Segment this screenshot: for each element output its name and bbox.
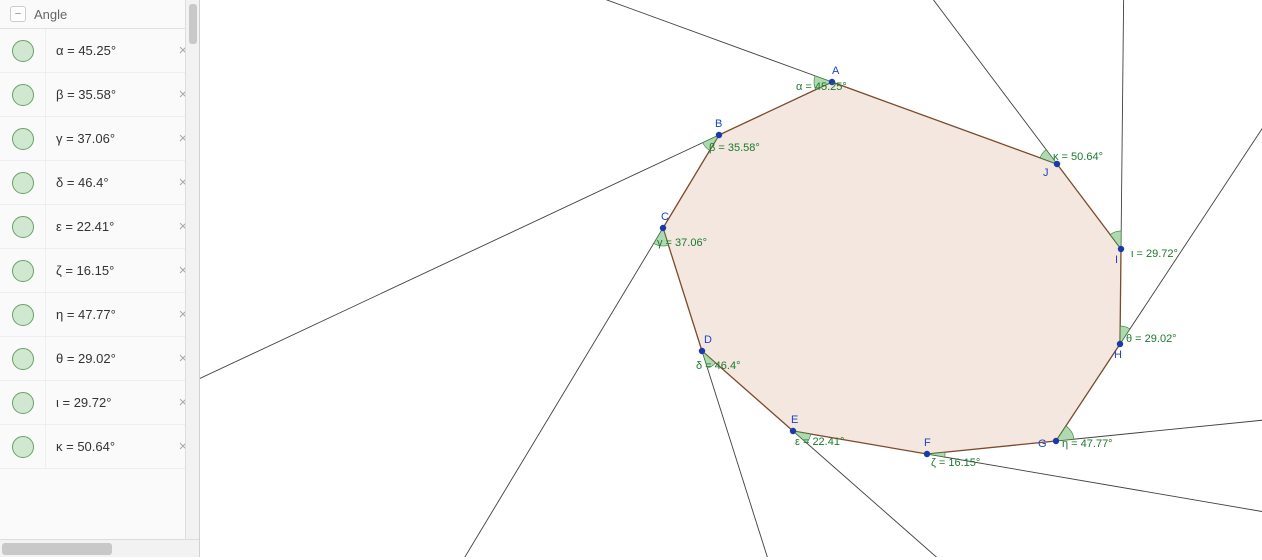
angle-value-label: γ = 37.06°: [657, 237, 707, 249]
angle-label: θ = 29.02°: [46, 351, 167, 366]
vertex-point[interactable]: [699, 348, 705, 354]
angle-row[interactable]: ι = 29.72°×: [0, 381, 199, 425]
visibility-toggle[interactable]: [0, 161, 46, 204]
collapse-icon[interactable]: −: [10, 6, 26, 22]
visibility-toggle[interactable]: [0, 381, 46, 424]
vertex-point[interactable]: [1118, 246, 1124, 252]
angle-dot-icon: [12, 216, 34, 238]
vertex-point[interactable]: [790, 428, 796, 434]
sidebar-vscroll[interactable]: [185, 0, 199, 557]
geometry-canvas[interactable]: Aα = 45.25° Bβ = 35.58° Cγ = 37.06° Dδ = 46…: [200, 0, 1262, 557]
angle-value-label: κ = 50.64°: [1053, 151, 1103, 163]
angle-row[interactable]: γ = 37.06°×: [0, 117, 199, 161]
vertex-label: E: [791, 414, 798, 426]
angle-dot-icon: [12, 172, 34, 194]
section-header-angle[interactable]: − Angle: [0, 0, 199, 29]
angle-row[interactable]: η = 47.77°×: [0, 293, 199, 337]
vertex-label: H: [1114, 349, 1122, 361]
angle-dot-icon: [12, 40, 34, 62]
visibility-toggle[interactable]: [0, 425, 46, 468]
angle-dot-icon: [12, 348, 34, 370]
exterior-ray: [927, 454, 1262, 557]
angle-row[interactable]: β = 35.58°×: [0, 73, 199, 117]
visibility-toggle[interactable]: [0, 29, 46, 72]
sidebar-hscroll-thumb[interactable]: [2, 543, 112, 555]
vertex-point[interactable]: [1053, 438, 1059, 444]
angle-label: κ = 50.64°: [46, 439, 167, 454]
angle-value-label: β = 35.58°: [709, 142, 760, 154]
diagram-svg: Aα = 45.25° Bβ = 35.58° Cγ = 37.06° Dδ = 46…: [200, 0, 1262, 557]
exterior-ray: [1121, 0, 1138, 249]
angle-value-label: ι = 29.72°: [1131, 248, 1178, 260]
exterior-ray: [200, 0, 832, 82]
vertex-label: A: [832, 65, 840, 77]
angle-label: ε = 22.41°: [46, 219, 167, 234]
angle-row[interactable]: θ = 29.02°×: [0, 337, 199, 381]
vertex-label: F: [924, 437, 931, 449]
exterior-ray: [1120, 0, 1262, 344]
section-title: Angle: [34, 7, 67, 22]
exterior-ray: [793, 431, 1262, 557]
visibility-toggle[interactable]: [0, 205, 46, 248]
app-root: − Angle α = 45.25°×β = 35.58°×γ = 37.06°…: [0, 0, 1262, 557]
sidebar-hscroll[interactable]: [0, 539, 199, 557]
angle-label: β = 35.58°: [46, 87, 167, 102]
vertex-label: C: [661, 211, 669, 223]
angle-label: γ = 37.06°: [46, 131, 167, 146]
vertex-label: J: [1043, 167, 1049, 179]
visibility-toggle[interactable]: [0, 293, 46, 336]
polygon: [663, 82, 1121, 454]
angle-value-label: θ = 29.02°: [1126, 333, 1177, 345]
angle-value-label: η = 47.77°: [1062, 438, 1113, 450]
angle-dot-icon: [12, 392, 34, 414]
vertex-point[interactable]: [1117, 341, 1123, 347]
visibility-toggle[interactable]: [0, 117, 46, 160]
vertex-point[interactable]: [924, 451, 930, 457]
angle-items: α = 45.25°×β = 35.58°×γ = 37.06°×δ = 46.…: [0, 29, 199, 539]
angle-dot-icon: [12, 260, 34, 282]
vertex-label: B: [715, 118, 722, 130]
angle-label: δ = 46.4°: [46, 175, 167, 190]
exterior-ray: [200, 135, 719, 557]
angle-row[interactable]: κ = 50.64°×: [0, 425, 199, 469]
vertex-point[interactable]: [660, 225, 666, 231]
angle-value-label: α = 45.25°: [796, 81, 847, 93]
angle-dot-icon: [12, 436, 34, 458]
visibility-toggle[interactable]: [0, 73, 46, 116]
sidebar-vscroll-thumb[interactable]: [189, 4, 197, 44]
vertex-label: G: [1038, 438, 1047, 450]
algebra-sidebar: − Angle α = 45.25°×β = 35.58°×γ = 37.06°…: [0, 0, 200, 557]
angle-dot-icon: [12, 128, 34, 150]
vertex-label: D: [704, 334, 712, 346]
vertex-label: I: [1115, 254, 1118, 266]
exterior-ray: [200, 228, 663, 557]
angle-label: ζ = 16.15°: [46, 263, 167, 278]
angle-value-label: ζ = 16.15°: [931, 457, 980, 469]
angle-row[interactable]: ζ = 16.15°×: [0, 249, 199, 293]
angle-row[interactable]: ε = 22.41°×: [0, 205, 199, 249]
angle-row[interactable]: α = 45.25°×: [0, 29, 199, 73]
visibility-toggle[interactable]: [0, 249, 46, 292]
angle-dot-icon: [12, 84, 34, 106]
angle-dot-icon: [12, 304, 34, 326]
visibility-toggle[interactable]: [0, 337, 46, 380]
angle-value-label: ε = 22.41°: [795, 436, 844, 448]
angle-label: ι = 29.72°: [46, 395, 167, 410]
vertex-point[interactable]: [716, 132, 722, 138]
angle-value-label: δ = 46.4°: [696, 360, 740, 372]
angle-row[interactable]: δ = 46.4°×: [0, 161, 199, 205]
angle-label: α = 45.25°: [46, 43, 167, 58]
angle-label: η = 47.77°: [46, 307, 167, 322]
